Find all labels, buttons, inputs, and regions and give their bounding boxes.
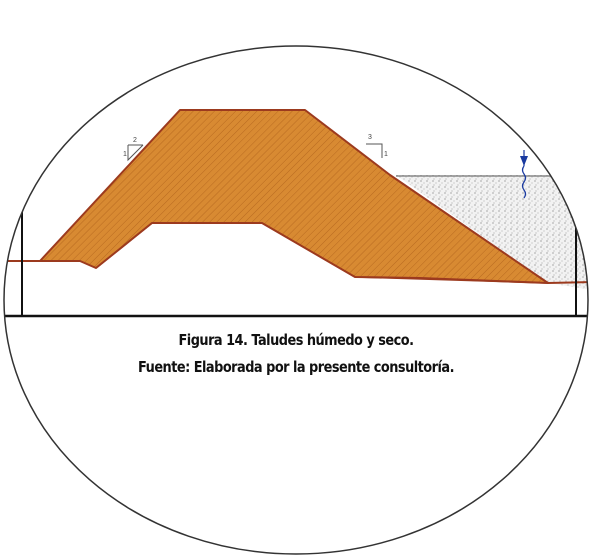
embankment-core-line [95, 222, 549, 284]
toe-line-right [547, 281, 588, 284]
caption-source: Fuente: Elaborada por la presente consul… [138, 358, 454, 376]
slope-marker-left-horizontal: 2 [133, 137, 137, 144]
water-level-icon [520, 150, 528, 199]
caption-title: Figura 14. Taludes húmedo y seco. [178, 331, 414, 349]
water-reservoir [396, 175, 588, 290]
slope-marker-left-vertical: 1 [123, 151, 127, 158]
slope-marker-right-horizontal: 3 [368, 134, 372, 141]
figure-ellipse [3, 45, 589, 555]
slope-marker-right: 3 1 [366, 134, 388, 158]
slope-marker-left: 2 1 [123, 137, 144, 162]
slope-marker-right-vertical: 1 [384, 151, 388, 158]
